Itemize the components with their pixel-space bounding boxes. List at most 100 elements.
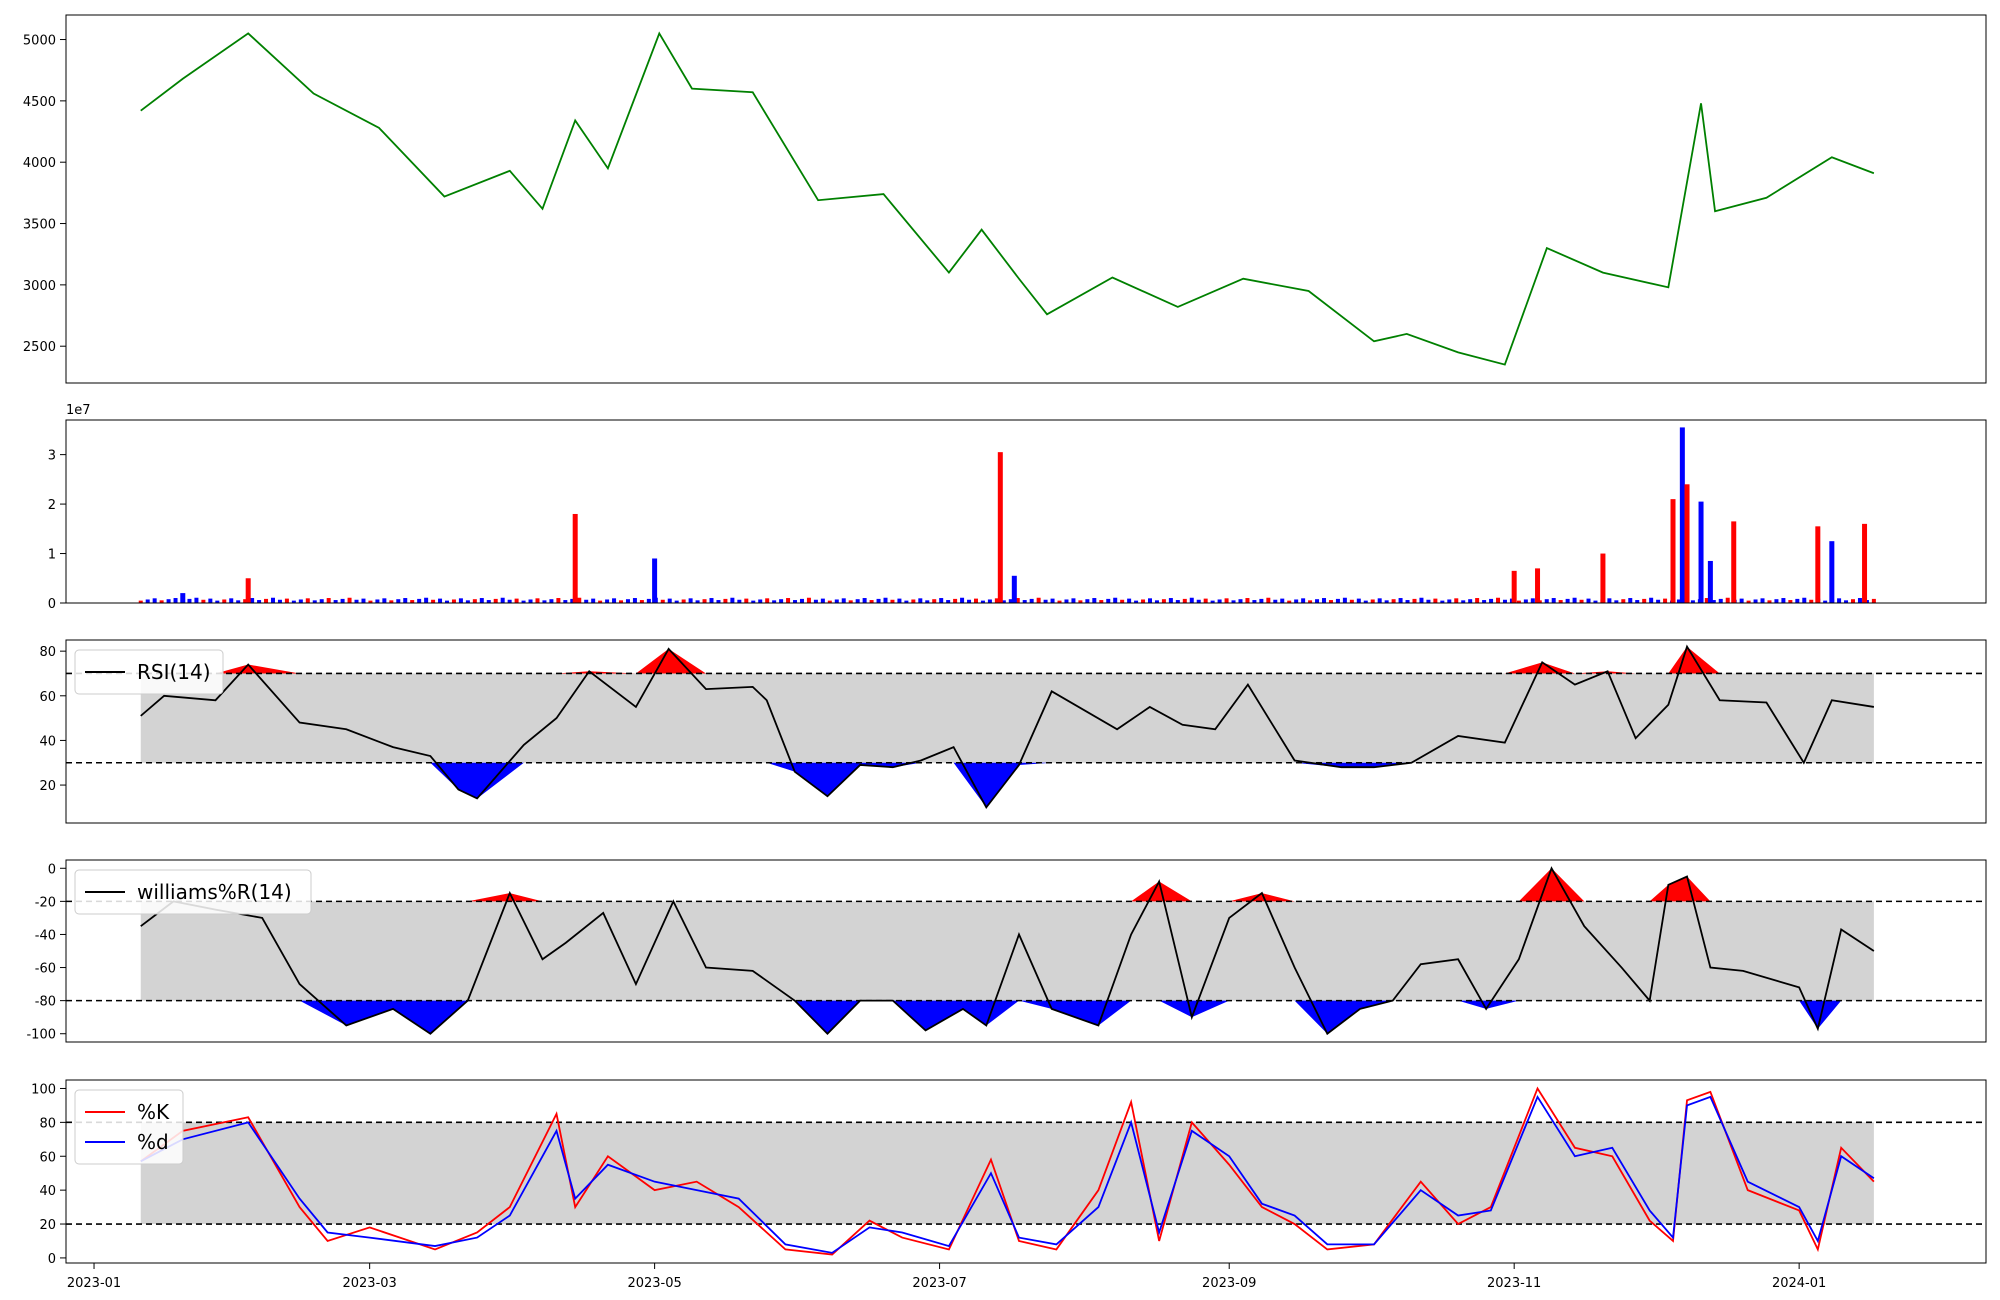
axes-frame — [65, 419, 1987, 604]
y-tick-label: -100 — [26, 1028, 56, 1043]
y-tick-label: 100 — [31, 1082, 56, 1097]
volume-bar — [1398, 598, 1403, 603]
neutral-band — [140, 901, 1874, 1001]
volume-bar — [1189, 597, 1194, 603]
volume-bar — [570, 598, 575, 603]
volume-bar — [827, 600, 832, 603]
volume-bar — [612, 598, 617, 603]
volume-bar — [994, 598, 999, 603]
volume-bar — [201, 599, 206, 603]
volume-bar — [340, 598, 345, 603]
axes-frame — [65, 859, 1987, 1043]
volume-bar — [1837, 598, 1842, 603]
legend-label: RSI(14) — [137, 660, 211, 684]
volume-bar — [1259, 598, 1264, 603]
volume-bar — [1356, 598, 1361, 603]
volume-bar — [1684, 484, 1690, 603]
volume-bar — [194, 597, 199, 603]
volume-bar — [1238, 599, 1243, 603]
volume-bar — [660, 599, 665, 603]
volume-bar — [361, 598, 366, 603]
volume-bar — [1809, 599, 1814, 603]
axes-frame — [65, 14, 1987, 384]
volume-bar — [1614, 600, 1619, 603]
volume-bar — [528, 599, 533, 603]
volume-bar — [410, 600, 415, 603]
volume-bar — [1078, 600, 1083, 603]
x-tick-label: 2023-03 — [342, 1276, 396, 1291]
volume-bar — [556, 598, 561, 603]
volume-bar — [1224, 598, 1229, 603]
legend-box — [74, 869, 312, 915]
y-tick-label: -40 — [35, 928, 56, 943]
y-tick-label: 3 — [48, 449, 56, 464]
volume-bar — [215, 600, 220, 603]
volume-bar — [431, 599, 436, 603]
volume-bar — [1245, 598, 1250, 603]
volume-bar — [333, 600, 338, 603]
volume-bar — [890, 599, 895, 603]
volume-bar — [438, 598, 443, 603]
volume-bar — [1022, 600, 1027, 603]
williams-panel: -100 -80 -60 -40 -20 0 williams%R(14) — [26, 859, 1987, 1043]
volume-bar — [424, 597, 429, 603]
volume-bar — [375, 599, 380, 603]
volume-bar — [417, 598, 422, 603]
volume-bar — [1558, 600, 1563, 603]
volume-bar — [695, 600, 700, 603]
volume-bar — [245, 578, 251, 603]
y-tick-label: 80 — [39, 645, 56, 660]
legend-label: williams%R(14) — [137, 880, 292, 904]
volume-bar — [1342, 597, 1347, 603]
volume-bar — [493, 598, 498, 603]
volume-bar — [472, 599, 477, 603]
volume-bar — [897, 598, 902, 603]
volume-bar — [549, 599, 554, 603]
volume-bar — [1001, 600, 1006, 603]
volume-bar — [1656, 599, 1661, 603]
volume-bar — [264, 598, 269, 603]
volume-bar — [1120, 599, 1125, 603]
volume-bar — [1704, 598, 1709, 603]
volume-bar — [855, 599, 860, 603]
volume-bar — [500, 597, 505, 603]
volume-bar — [1454, 598, 1459, 603]
volume-bar — [1774, 599, 1779, 603]
volume-bar — [1698, 501, 1704, 603]
rsi-panel: 20 40 60 80 RSI(14) — [39, 639, 1987, 824]
volume-bar — [876, 598, 881, 603]
volume-bar — [1718, 598, 1723, 603]
volume-bar — [1607, 598, 1612, 603]
y-tick-label: 4000 — [23, 156, 56, 171]
volume-bar — [1447, 599, 1452, 603]
volume-bar — [1802, 597, 1807, 603]
volume-bar — [1127, 598, 1132, 603]
volume-bar — [1829, 541, 1835, 603]
volume-bar — [1862, 523, 1868, 603]
volume-bar — [1523, 599, 1528, 603]
volume-bar — [389, 600, 394, 603]
volume-bar — [152, 598, 157, 603]
volume-bar — [250, 598, 255, 603]
volume-bar — [1781, 598, 1786, 603]
volume-bar — [1011, 575, 1017, 603]
y-tick-label: 3000 — [23, 279, 56, 294]
volume-bar — [291, 600, 296, 603]
oversold-fill — [140, 762, 1874, 808]
volume-bar — [1412, 598, 1417, 603]
volume-bar — [347, 597, 352, 603]
volume-bar — [1823, 600, 1828, 603]
volume-bar — [187, 598, 192, 603]
volume-bar — [465, 600, 470, 603]
legend-box — [74, 649, 224, 695]
volume-bar — [1363, 600, 1368, 603]
volume-bar — [744, 598, 749, 603]
volume-bar — [1085, 599, 1090, 603]
volume-bar — [1679, 427, 1685, 603]
volume-bar — [1015, 598, 1020, 603]
volume-bar — [236, 600, 241, 603]
volume-bar — [1092, 598, 1097, 603]
volume-bar — [667, 598, 672, 603]
volume-bar — [521, 600, 526, 603]
